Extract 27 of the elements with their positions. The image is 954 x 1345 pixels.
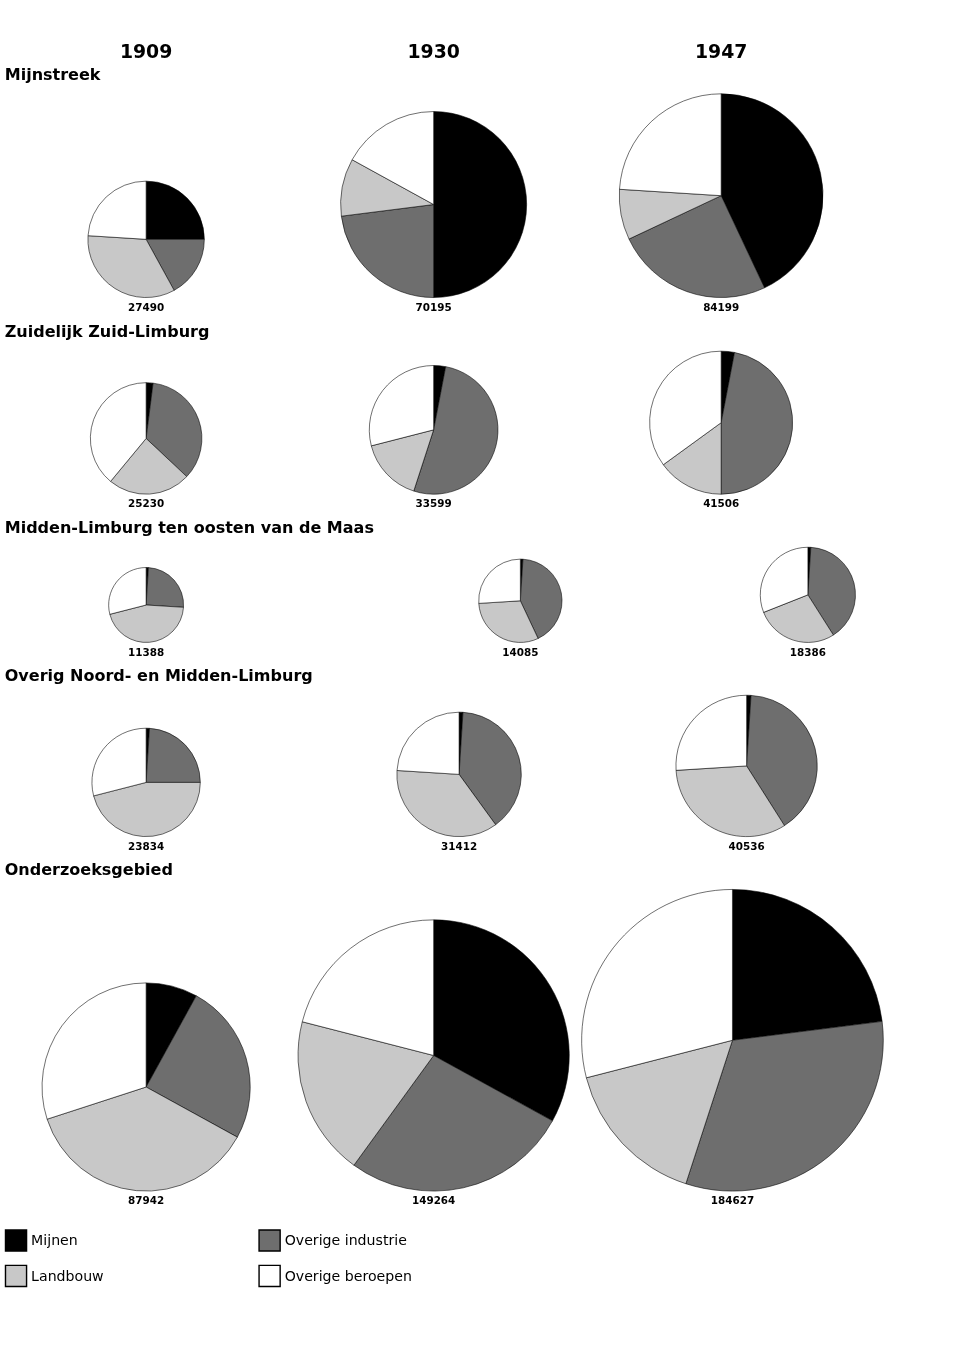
text: 40536 (728, 839, 765, 852)
text: 25230 (128, 497, 165, 510)
text: 84199 (703, 300, 740, 313)
text: 18386 (789, 645, 826, 658)
text: Overig Noord- en Midden-Limburg (4, 666, 313, 686)
text: Midden-Limburg ten oosten van de Maas (4, 518, 374, 538)
text: 27490 (128, 300, 165, 313)
chart-title: 1909 (119, 41, 173, 62)
text: 23834 (128, 839, 165, 852)
text: Onderzoeksgebied (4, 860, 173, 880)
text: Mijnstreek (4, 64, 101, 84)
text: 14085 (502, 645, 539, 658)
text: 31412 (441, 839, 478, 852)
text: 11388 (128, 645, 165, 658)
text: 184627 (710, 1194, 755, 1207)
text: 41506 (703, 497, 740, 510)
legend-label: Overige beroepen (284, 1267, 412, 1284)
text: Zuidelijk Zuid-Limburg (4, 322, 210, 342)
text: 33599 (415, 497, 452, 510)
text: 87942 (128, 1194, 165, 1207)
text: 149264 (412, 1194, 456, 1207)
text: 70195 (415, 300, 452, 313)
chart-title: 1930 (407, 41, 460, 62)
legend-label: Overige industrie (284, 1232, 407, 1249)
legend-label: Landbouw (31, 1267, 104, 1284)
chart-title: 1947 (694, 41, 748, 62)
legend-label: Mijnen (31, 1232, 78, 1249)
